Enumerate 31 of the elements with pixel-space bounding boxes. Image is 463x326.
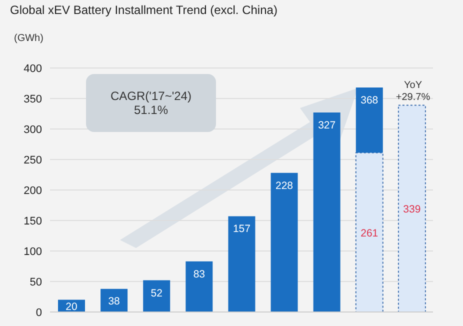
y-tick-label: 400 [24, 62, 42, 75]
y-tick-label: 200 [24, 184, 42, 197]
data-label: 157 [232, 223, 251, 236]
data-label: 228 [276, 180, 294, 192]
data-label: 339 [403, 204, 421, 216]
data-label: 38 [108, 295, 120, 308]
bar [143, 280, 170, 312]
data-label: 261 [360, 227, 378, 240]
y-tick-label: 300 [24, 124, 42, 136]
y-tick-label: 350 [24, 93, 42, 106]
data-label: 52 [150, 287, 163, 300]
bar [398, 104, 426, 312]
y-tick-label: 150 [24, 215, 42, 228]
chart-title: Global xEV Battery Installment Trend (excl. China) [10, 3, 278, 17]
bar [356, 88, 383, 153]
y-tick-label: 0 [36, 306, 42, 319]
bar [186, 261, 213, 312]
annotation: YoY +29.7% [394, 80, 432, 104]
bar [270, 172, 298, 312]
y-tick-label: 50 [30, 276, 42, 288]
data-label: 83 [193, 268, 206, 280]
bar [313, 112, 340, 312]
y-axis-title: (GWh) [14, 33, 44, 44]
data-label: 327 [318, 120, 336, 132]
callout-box: CAGR('17~'24) 51.1% [86, 74, 216, 132]
bar [355, 152, 384, 312]
data-label: 20 [66, 300, 78, 313]
y-tick-label: 100 [24, 246, 42, 258]
y-tick-label: 250 [24, 154, 42, 166]
total-label: 368 [360, 94, 378, 107]
bar [228, 216, 256, 312]
